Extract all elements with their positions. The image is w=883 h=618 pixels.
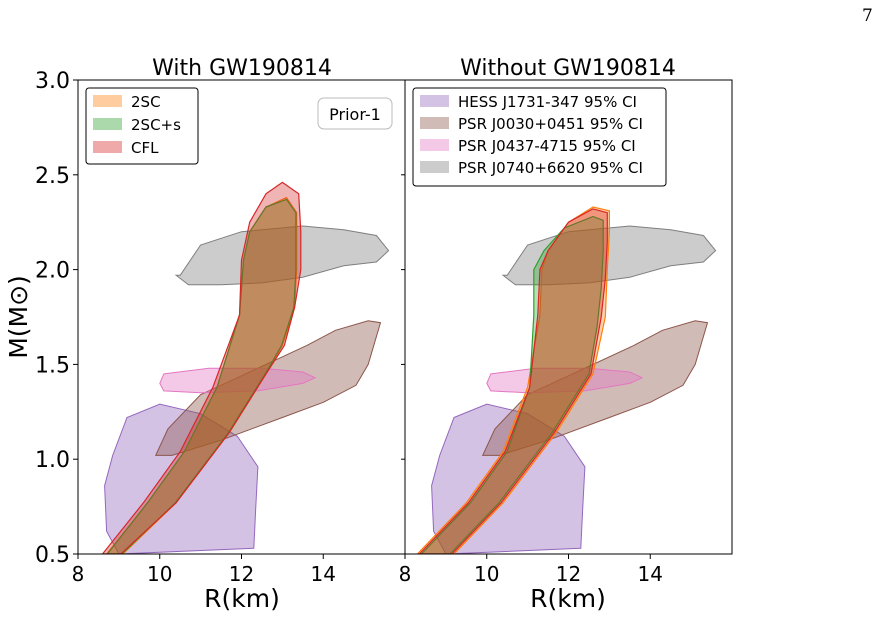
annotation-box (317, 97, 393, 130)
legend-frame (412, 87, 667, 187)
x-axis-label: R(km) (530, 584, 606, 613)
x-tick-label: 12 (556, 562, 581, 586)
legend-swatch-psr-j0437-4715-95-ci (420, 139, 449, 151)
panel-without-gw190814: 8 10 12 14 Without GW190814 R(km) HESS J173… (399, 56, 733, 613)
y-tick-label: 1.5 (35, 353, 70, 378)
legend-label-2sc-s: 2SC+s (131, 116, 181, 134)
x-tick-label: 8 (72, 562, 85, 586)
x-axis-ticks: 8 10 12 14 (72, 554, 336, 586)
panel-title: Without GW190814 (460, 56, 676, 81)
region-psr-j0030-0451-95-ci (481, 320, 709, 456)
y-axis-ticks: 0.5 1.0 1.5 2.0 2.5 3.0 (35, 69, 78, 568)
legend-eos: 2SC 2SC+s CFL (85, 87, 199, 165)
region-psr-j0437-4715-95-ci (486, 367, 644, 394)
legend-frame (85, 87, 199, 165)
eos-bands (416, 206, 611, 554)
prior-annotation: Prior-1 (329, 105, 381, 124)
legend-label-hess-j1731-347-95-ci: HESS J1731-347 95% CI (458, 93, 637, 111)
x-tick-label: 14 (311, 562, 336, 586)
x-axis-label: R(km) (204, 584, 280, 613)
region-psr-j0437-4715-95-ci (159, 367, 317, 394)
y-tick-label: 3.0 (35, 69, 70, 94)
legend-label-psr-j0437-4715-95-ci: PSR J0437-4715 95% CI (458, 137, 636, 155)
panel-with-gw190814: 8 10 12 14 0.5 1.0 1.5 2.0 2.5 3.0 With GW190814… (4, 56, 406, 613)
y-tick-label: 1.0 (35, 448, 70, 473)
legend-swatch-psr-j0740-6620-95-ci (420, 161, 449, 173)
band-2sc-s (106, 198, 297, 554)
legend-label-cfl: CFL (131, 139, 159, 157)
y-tick-label: 2.5 (35, 164, 70, 189)
observational-regions (431, 225, 717, 554)
y-tick-label: 2.0 (35, 259, 70, 284)
legend-swatch-2sc-s (93, 118, 122, 130)
legend-swatch-hess-j1731-347-95-ci (420, 95, 449, 107)
legend-label-psr-j0030-0451-95-ci: PSR J0030+0451 95% CI (458, 115, 643, 133)
band-2sc (416, 206, 611, 554)
legend-label-2sc: 2SC (131, 93, 161, 111)
legend-observations: HESS J1731-347 95% CI PSR J0030+0451 95% … (412, 87, 667, 187)
band-cfl (418, 208, 608, 554)
x-axis-ticks: 8 10 12 14 (399, 554, 663, 586)
legend-swatch-2sc (93, 95, 122, 107)
legend-swatch-cfl (93, 141, 122, 153)
page-number: 7 (862, 6, 873, 26)
x-tick-label: 12 (229, 562, 254, 586)
x-tick-label: 8 (399, 562, 412, 586)
observational-regions (104, 225, 390, 554)
y-axis-ticks (401, 79, 405, 555)
x-tick-label: 10 (474, 562, 499, 586)
eos-bands (101, 181, 302, 554)
region-psr-j0740-6620-95-ci (174, 225, 390, 286)
y-axis-label: M(M⊙) (4, 275, 33, 359)
legend-label-psr-j0740-6620-95-ci: PSR J0740+6620 95% CI (458, 159, 643, 177)
legend-swatch-psr-j0030-0451-95-ci (420, 117, 449, 129)
panel-title: With GW190814 (152, 56, 332, 81)
x-tick-label: 14 (638, 562, 663, 586)
band-cfl (101, 181, 302, 554)
x-tick-label: 10 (147, 562, 172, 586)
region-hess-j1731-347-95-ci (104, 403, 259, 554)
y-tick-label: 0.5 (35, 543, 70, 568)
region-psr-j0740-6620-95-ci (501, 225, 717, 286)
